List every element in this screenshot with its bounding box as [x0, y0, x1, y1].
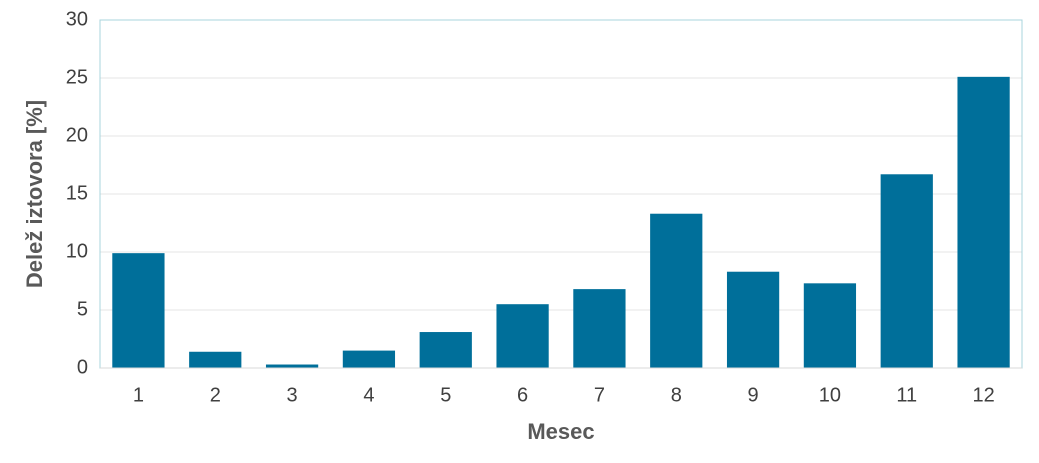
x-tick-label: 9 [748, 384, 759, 406]
x-tick-label: 3 [287, 384, 298, 406]
x-tick-label: 4 [363, 384, 374, 406]
x-tick-label: 12 [972, 384, 994, 406]
y-tick-label: 15 [66, 182, 88, 204]
x-tick-label: 1 [133, 384, 144, 406]
bar [265, 364, 319, 368]
bar [650, 213, 703, 368]
bar [496, 304, 549, 368]
y-tick-label: 30 [66, 8, 88, 30]
bar [957, 76, 1010, 368]
y-tick-label: 10 [66, 240, 88, 262]
x-tick-label: 10 [819, 384, 841, 406]
y-tick-label: 5 [77, 298, 88, 320]
x-axis-title: Mesec [527, 419, 594, 444]
bar [189, 351, 242, 368]
bar [726, 271, 780, 368]
bar [342, 350, 396, 368]
bar [880, 174, 933, 368]
y-tick-label: 20 [66, 124, 88, 146]
bar [803, 283, 857, 368]
y-axis-title: Delež iztovora [%] [22, 100, 47, 288]
x-tick-label: 2 [210, 384, 221, 406]
bar [112, 253, 165, 368]
y-tick-label: 0 [77, 356, 88, 378]
y-tick-label: 25 [66, 66, 88, 88]
bar [573, 289, 626, 368]
x-tick-label: 7 [594, 384, 605, 406]
bar [419, 332, 472, 368]
x-tick-label: 6 [517, 384, 528, 406]
x-tick-label: 11 [896, 384, 917, 406]
x-tick-label: 8 [671, 384, 682, 406]
x-tick-label: 5 [440, 384, 451, 406]
